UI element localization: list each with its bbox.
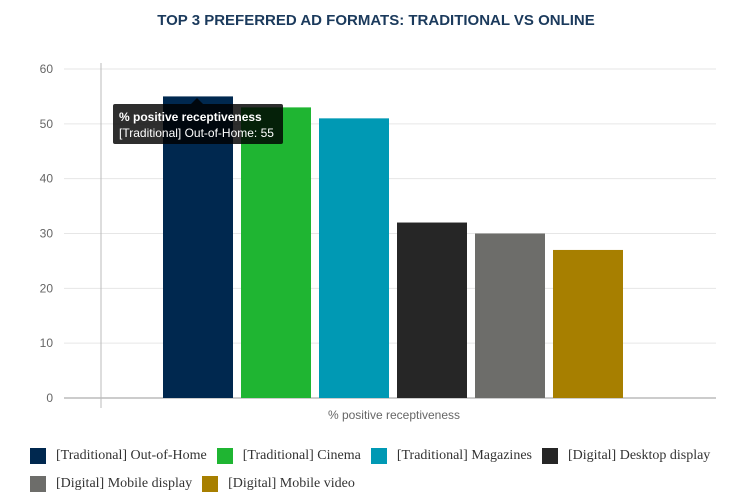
chart-title: TOP 3 PREFERRED AD FORMATS: TRADITIONAL … <box>157 12 595 29</box>
bar[interactable] <box>319 118 389 398</box>
legend-swatch <box>202 476 219 492</box>
y-tick-label: 20 <box>40 281 54 295</box>
y-tick-label: 50 <box>40 117 54 131</box>
legend-item[interactable]: [Digital] Mobile display <box>30 470 192 498</box>
legend-item[interactable]: [Digital] Mobile video <box>202 470 355 498</box>
bar-tooltip: % positive receptiveness [Traditional] O… <box>113 98 283 144</box>
legend-label: [Traditional] Cinema <box>242 448 361 463</box>
bars <box>163 96 623 399</box>
legend-label: [Traditional] Out-of-Home <box>56 448 207 463</box>
bar[interactable] <box>475 233 545 399</box>
legend-swatch <box>30 448 46 464</box>
y-tick-label: 30 <box>40 227 54 241</box>
legend-label: [Traditional] Magazines <box>396 448 532 463</box>
legend-item[interactable]: [Traditional] Magazines <box>370 442 532 470</box>
y-axis-ticks: 0 10 20 30 40 50 60 <box>40 62 54 405</box>
bar[interactable] <box>397 222 467 398</box>
legend-label: [Digital] Mobile display <box>56 476 193 491</box>
x-axis-label: % positive receptiveness <box>328 408 460 422</box>
legend-item[interactable]: [Traditional] Cinema <box>216 442 361 470</box>
y-tick-label: 0 <box>46 391 53 405</box>
bar[interactable] <box>241 107 311 398</box>
legend-swatch <box>30 476 46 492</box>
y-tick-label: 60 <box>40 62 54 76</box>
y-tick-label: 10 <box>40 336 54 350</box>
tooltip-title: % positive receptiveness <box>119 110 262 124</box>
bar[interactable] <box>553 249 623 398</box>
legend-swatch <box>216 448 233 464</box>
legend-item[interactable]: [Traditional] Out-of-Home <box>30 442 207 470</box>
bar-chart: 0 10 20 30 40 50 60 % positive receptiveness <box>40 62 716 422</box>
tooltip-body: [Traditional] Out-of-Home: 55 <box>119 126 274 140</box>
legend-label: [Digital] Mobile video <box>228 476 355 491</box>
legend-swatch <box>370 448 387 464</box>
y-tick-label: 40 <box>40 172 54 186</box>
legend: [Traditional] Out-of-Home [Traditional] C… <box>30 442 750 498</box>
bar[interactable] <box>163 96 233 399</box>
legend-swatch <box>542 448 558 464</box>
legend-label: [Digital] Desktop display <box>568 448 711 463</box>
legend-item[interactable]: [Digital] Desktop display <box>542 442 710 470</box>
